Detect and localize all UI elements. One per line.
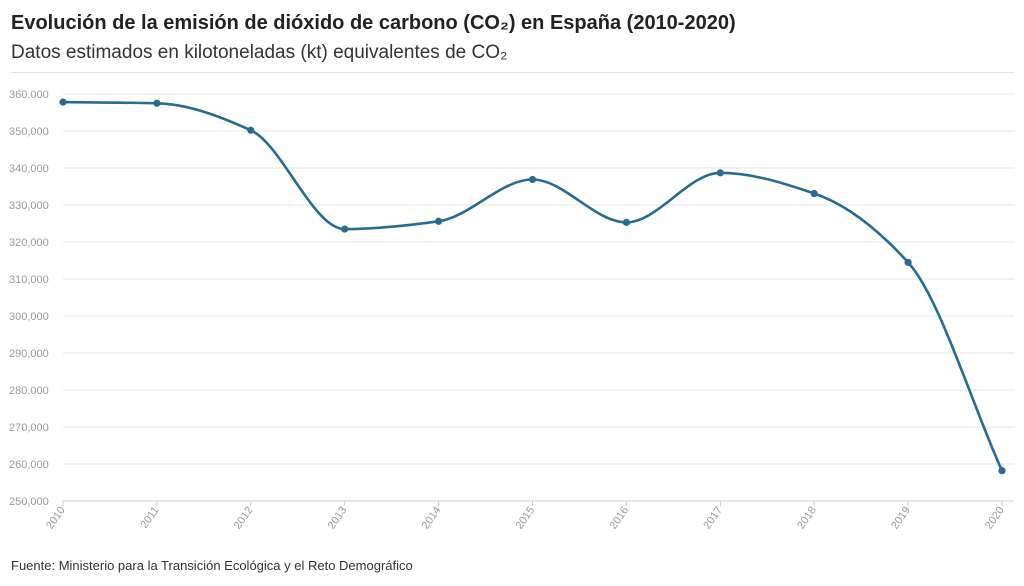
- series-line: [61, 100, 1004, 472]
- x-tick-label: 2016: [607, 505, 631, 532]
- y-tick-label: 360,000: [9, 89, 49, 101]
- data-point: [904, 258, 912, 266]
- y-tick-label: 320,000: [9, 237, 49, 249]
- header-divider: [11, 72, 1014, 73]
- y-tick-label: 350,000: [9, 126, 49, 138]
- source-note: Fuente: Ministerio para la Transición Ec…: [11, 558, 413, 573]
- x-tick-label: 2019: [889, 505, 913, 532]
- y-tick-label: 280,000: [9, 385, 49, 397]
- data-point: [247, 126, 255, 134]
- data-point: [716, 169, 724, 177]
- data-point: [435, 217, 443, 225]
- data-point: [528, 175, 537, 184]
- x-tick-label: 2010: [44, 505, 68, 532]
- y-tick-label: 260,000: [9, 459, 49, 471]
- data-point: [153, 99, 161, 107]
- y-tick-label: 300,000: [9, 311, 49, 323]
- data-point: [998, 467, 1006, 475]
- x-tick-label: 2018: [795, 505, 819, 532]
- y-axis-ticks: 250,000 260,000 270,000 280,000 290,000 300,0…: [9, 89, 49, 508]
- x-tick-label: 2017: [701, 505, 725, 532]
- y-tick-label: 330,000: [9, 200, 49, 212]
- data-point: [59, 98, 67, 106]
- data-point: [341, 225, 349, 233]
- x-tick-label: 2011: [138, 505, 161, 531]
- x-axis-ticks: 2010 2011 2012 2013 2014 2015 2016 2017 2018 2019…: [44, 501, 1007, 531]
- grid-lines: [63, 93, 1014, 502]
- y-tick-label: 310,000: [9, 274, 49, 286]
- x-tick-label: 2015: [513, 505, 537, 532]
- y-tick-label: 270,000: [9, 422, 49, 434]
- data-points: [59, 98, 1006, 475]
- y-tick-label: 290,000: [9, 348, 49, 360]
- data-point: [622, 218, 631, 226]
- x-tick-label: 2014: [420, 505, 444, 532]
- y-tick-label: 250,000: [9, 496, 49, 508]
- x-tick-label: 2013: [326, 505, 350, 532]
- x-tick-label: 2012: [232, 505, 256, 532]
- chart-subtitle: Datos estimados en kilotoneladas (kt) eq…: [11, 42, 508, 63]
- x-tick-label: 2020: [983, 505, 1007, 532]
- y-tick-label: 340,000: [9, 163, 49, 175]
- data-point: [810, 189, 818, 198]
- chart-title: Evolución de la emisión de dióxido de ca…: [11, 12, 736, 34]
